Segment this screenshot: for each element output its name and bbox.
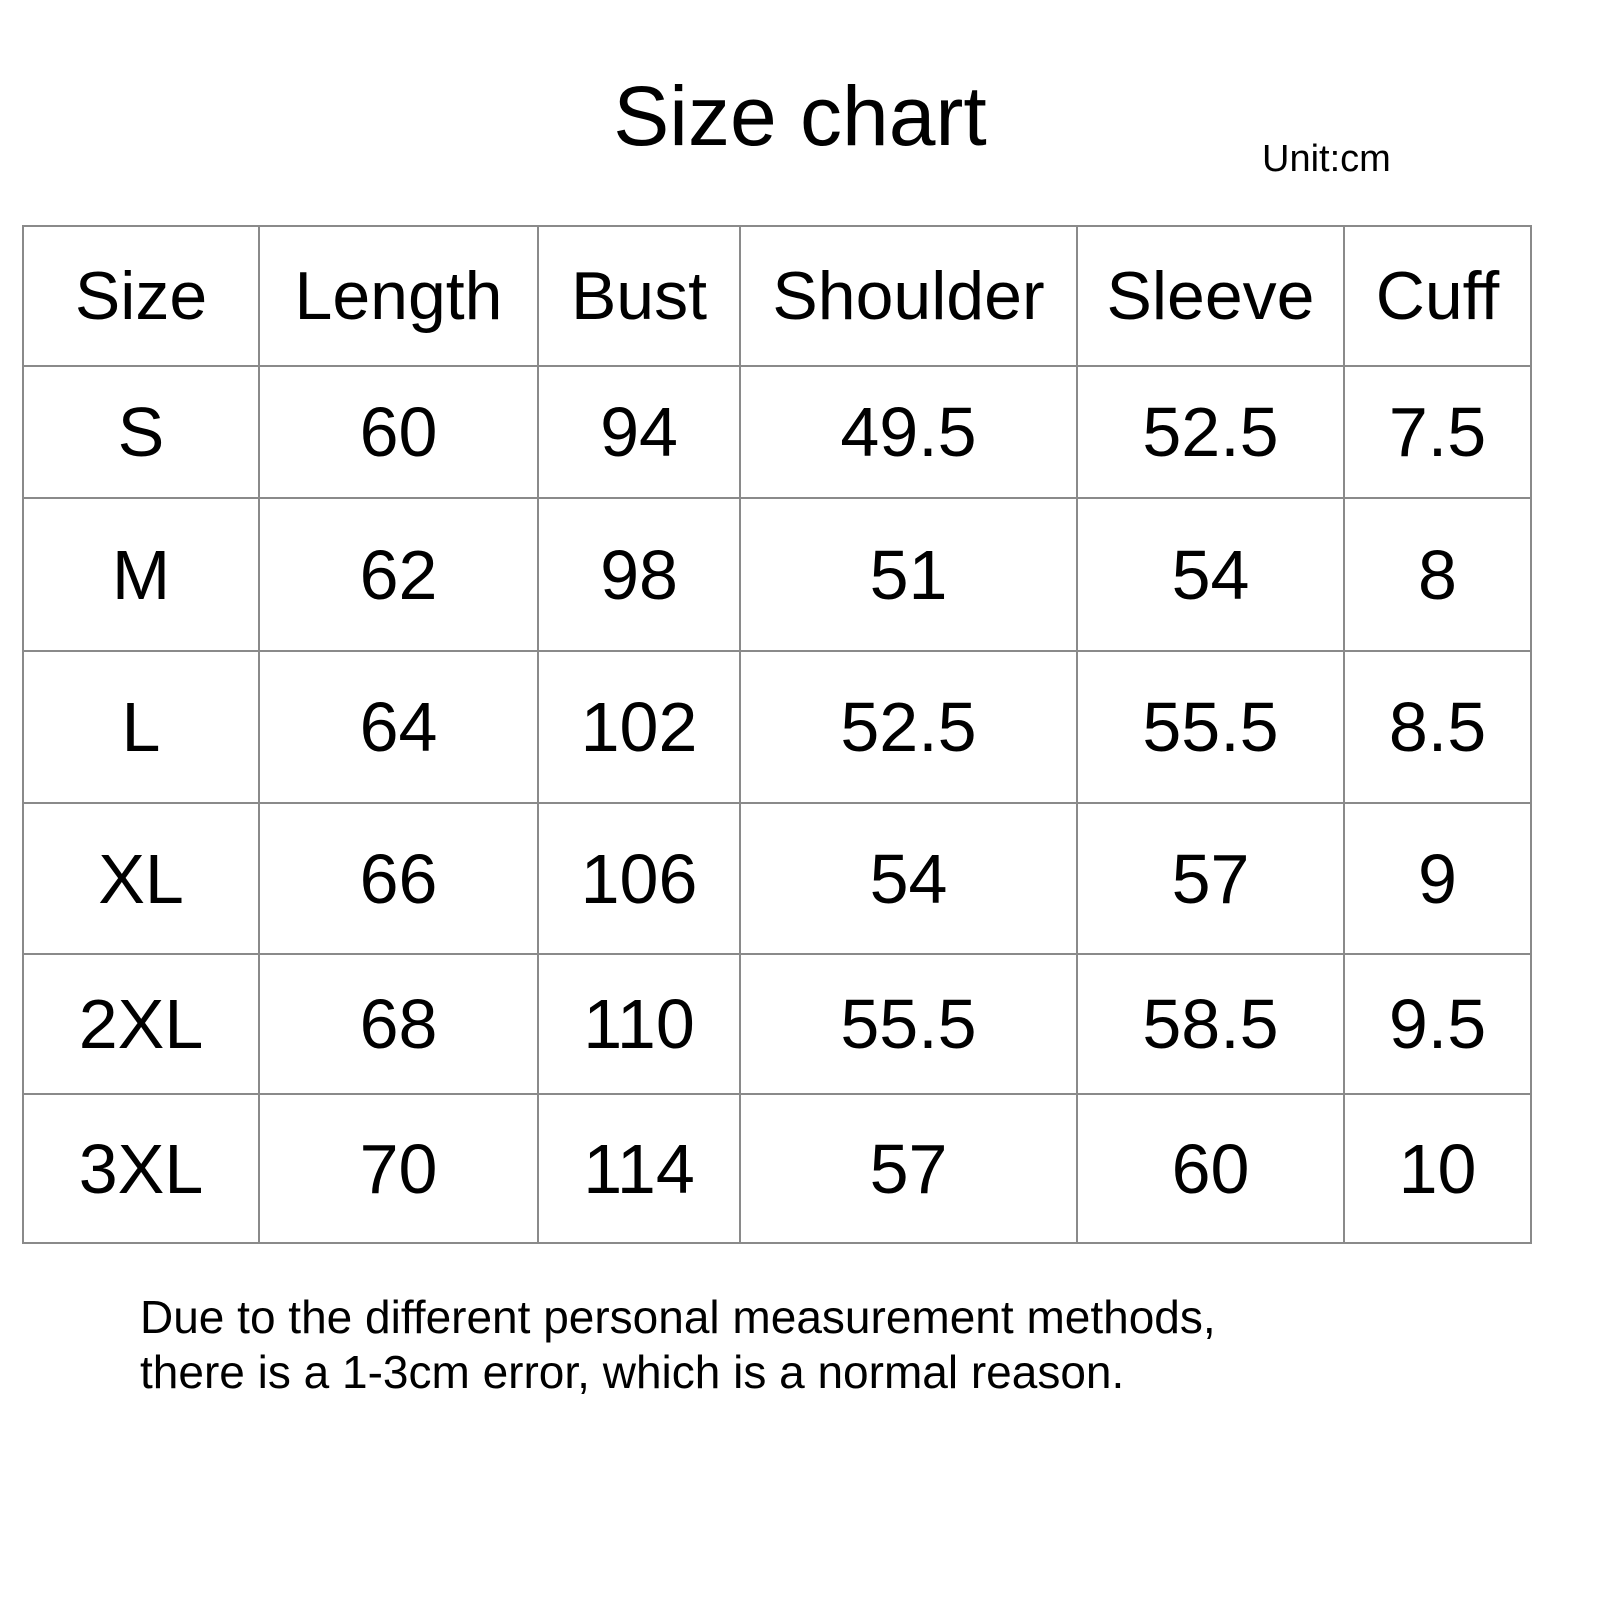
table-cell: 52.5: [739, 650, 1078, 804]
table-cell: 55.5: [1076, 650, 1345, 804]
table-cell: 114: [537, 1093, 741, 1244]
table-cell: 110: [537, 953, 741, 1095]
table-cell: 57: [739, 1093, 1078, 1244]
table-cell: 49.5: [739, 365, 1078, 499]
table-cell: 98: [537, 497, 741, 652]
table-row: L 64 102 52.5 55.5 8.5: [22, 650, 1532, 804]
table-cell: 66: [258, 802, 539, 955]
table-row: 3XL 70 114 57 60 10: [22, 1093, 1532, 1244]
table-row: 2XL 68 110 55.5 58.5 9.5: [22, 953, 1532, 1095]
table-cell: 106: [537, 802, 741, 955]
unit-label: Unit:cm: [1262, 138, 1391, 180]
column-header: Size: [22, 225, 260, 367]
table-cell: 8: [1343, 497, 1532, 652]
table-cell: 9: [1343, 802, 1532, 955]
size-cell: S: [22, 365, 260, 499]
page-title: Size chart: [613, 69, 987, 163]
table-cell: 7.5: [1343, 365, 1532, 499]
size-cell: 2XL: [22, 953, 260, 1095]
size-table: Size Length Bust Shoulder Sleeve Cuff S 60 94 49.…: [22, 225, 1532, 1244]
note-line-1: Due to the different personal measuremen…: [140, 1291, 1216, 1343]
note-line-2: there is a 1-3cm error, which is a norma…: [140, 1346, 1125, 1398]
table-cell: 102: [537, 650, 741, 804]
measurement-note: Due to the different personal measuremen…: [140, 1290, 1216, 1400]
column-header: Cuff: [1343, 225, 1532, 367]
table-row: S 60 94 49.5 52.5 7.5: [22, 365, 1532, 499]
column-header: Bust: [537, 225, 741, 367]
table-cell: 8.5: [1343, 650, 1532, 804]
table-cell: 94: [537, 365, 741, 499]
table-cell: 58.5: [1076, 953, 1345, 1095]
table-cell: 10: [1343, 1093, 1532, 1244]
size-cell: XL: [22, 802, 260, 955]
table-cell: 54: [739, 802, 1078, 955]
table-cell: 54: [1076, 497, 1345, 652]
table-cell: 9.5: [1343, 953, 1532, 1095]
table-cell: 60: [1076, 1093, 1345, 1244]
table-cell: 64: [258, 650, 539, 804]
size-cell: 3XL: [22, 1093, 260, 1244]
table-cell: 52.5: [1076, 365, 1345, 499]
table-header-row: Size Length Bust Shoulder Sleeve Cuff: [22, 225, 1532, 367]
table-cell: 70: [258, 1093, 539, 1244]
column-header: Sleeve: [1076, 225, 1345, 367]
table-cell: 51: [739, 497, 1078, 652]
table-row: M 62 98 51 54 8: [22, 497, 1532, 652]
table-cell: 60: [258, 365, 539, 499]
table-cell: 68: [258, 953, 539, 1095]
table-cell: 57: [1076, 802, 1345, 955]
column-header: Shoulder: [739, 225, 1078, 367]
table-cell: 62: [258, 497, 539, 652]
size-cell: M: [22, 497, 260, 652]
size-cell: L: [22, 650, 260, 804]
table-cell: 55.5: [739, 953, 1078, 1095]
column-header: Length: [258, 225, 539, 367]
table-row: XL 66 106 54 57 9: [22, 802, 1532, 955]
